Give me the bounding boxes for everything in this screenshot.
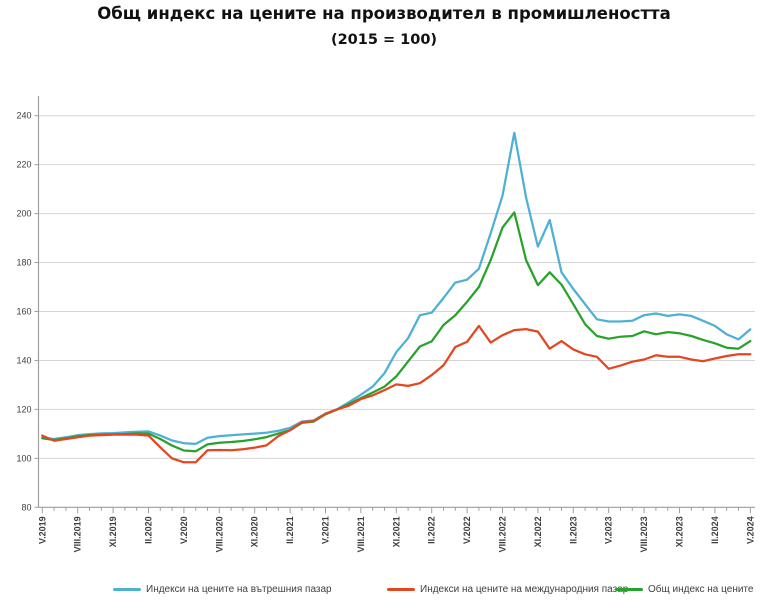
- legend-swatch-total: [615, 588, 643, 591]
- x-axis-label: V.2022: [462, 516, 472, 544]
- x-axis-label: VIII.2022: [498, 516, 508, 552]
- x-axis-label: V.2024: [745, 516, 755, 544]
- legend-item-international: Индекси на цените на международния пазар: [387, 584, 628, 595]
- page-title: Общ индекс на цените на производител в п…: [97, 4, 671, 23]
- y-axis-label: 200: [16, 209, 31, 219]
- x-axis-label: V.2021: [321, 516, 331, 544]
- x-axis-label: XI.2022: [533, 516, 543, 547]
- y-axis-label: 80: [21, 502, 31, 512]
- series-line-total: [41, 211, 752, 453]
- y-axis-label: 220: [16, 160, 31, 170]
- y-axis-label: 120: [16, 404, 31, 414]
- legend-item-total: Общ индекс на цените: [615, 584, 753, 595]
- legend-swatch-international: [387, 588, 415, 591]
- legend-item-domestic: Индекси на цените на вътрешния пазар: [113, 584, 332, 595]
- x-axis-label: VIII.2021: [356, 516, 366, 552]
- series-line-domestic: [41, 131, 752, 446]
- page-subtitle: (2015 = 100): [330, 32, 438, 48]
- x-axis-label: II.2021: [285, 516, 295, 544]
- series-line-international: [41, 324, 752, 464]
- x-axis-label: VIII.2019: [73, 516, 83, 552]
- x-axis-label: XI.2023: [675, 516, 685, 547]
- x-axis-label: II.2024: [710, 516, 720, 544]
- x-axis-label: V.2019: [37, 516, 47, 544]
- legend: Индекси на цените на вътрешния пазар Инд…: [0, 581, 768, 601]
- x-axis-label: XI.2021: [391, 516, 401, 547]
- x-axis-label: VIII.2020: [214, 516, 224, 552]
- y-axis-label: 180: [16, 258, 31, 268]
- x-axis-label: V.2023: [604, 516, 614, 544]
- y-axis-label: 240: [16, 111, 31, 121]
- legend-label-international: Индекси на цените на международния пазар: [420, 584, 629, 595]
- y-axis-label: 140: [16, 355, 31, 365]
- legend-swatch-domestic: [113, 588, 141, 591]
- x-axis-label: XI.2020: [250, 516, 260, 547]
- x-axis-label: II.2020: [144, 516, 154, 544]
- legend-label-domestic: Индекси на цените на вътрешния пазар: [146, 584, 332, 595]
- x-axis-label: V.2020: [179, 516, 189, 544]
- y-axis-label: 160: [16, 307, 31, 317]
- legend-label-total: Общ индекс на цените: [648, 584, 754, 595]
- x-axis-label: VIII.2023: [639, 516, 649, 552]
- line-chart-svg: 80 100 120 140 160 180 200 220 240 V.2019 VIII.201…: [16, 96, 755, 552]
- y-axis-label: 100: [16, 453, 31, 463]
- x-axis-label: XI.2019: [108, 516, 118, 547]
- x-axis-label: II.2023: [568, 516, 578, 544]
- x-axis-label: II.2022: [427, 516, 437, 544]
